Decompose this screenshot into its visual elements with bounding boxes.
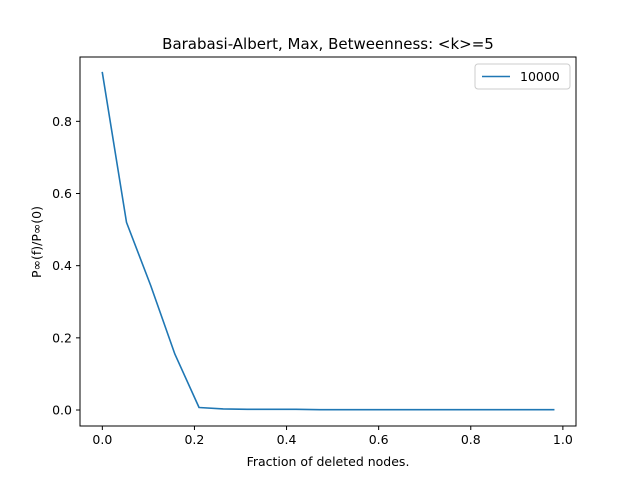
x-axis-label: Fraction of deleted nodes. (247, 454, 410, 469)
x-axis: 0.0 0.2 0.4 0.6 0.8 1.0 (92, 426, 573, 447)
x-tick-label: 0.2 (184, 432, 204, 447)
plot-frame (79, 56, 577, 427)
x-tick-label: 0.8 (461, 432, 481, 447)
y-tick-label: 0.6 (52, 186, 72, 201)
y-axis-label: P∞(f)/P∞(0) (29, 206, 44, 278)
plot-area (101, 71, 555, 411)
y-tick-label: 0.2 (52, 330, 72, 345)
legend-label: 10000 (520, 69, 560, 84)
legend: 10000 (474, 63, 571, 90)
x-tick-label: 0.6 (369, 432, 389, 447)
legend-box (474, 63, 571, 90)
x-tick-label: 1.0 (553, 432, 573, 447)
series-line-0 (101, 71, 555, 411)
x-tick-label: 0.0 (92, 432, 112, 447)
y-tick-label: 0.0 (52, 403, 72, 418)
chart-title: Barabasi-Albert, Max, Betweenness: <k>=5 (162, 35, 494, 53)
y-tick-label: 0.8 (52, 114, 72, 129)
y-axis: 0.0 0.2 0.4 0.6 0.8 (52, 114, 80, 418)
x-tick-label: 0.4 (277, 432, 297, 447)
y-tick-label: 0.4 (52, 258, 72, 273)
